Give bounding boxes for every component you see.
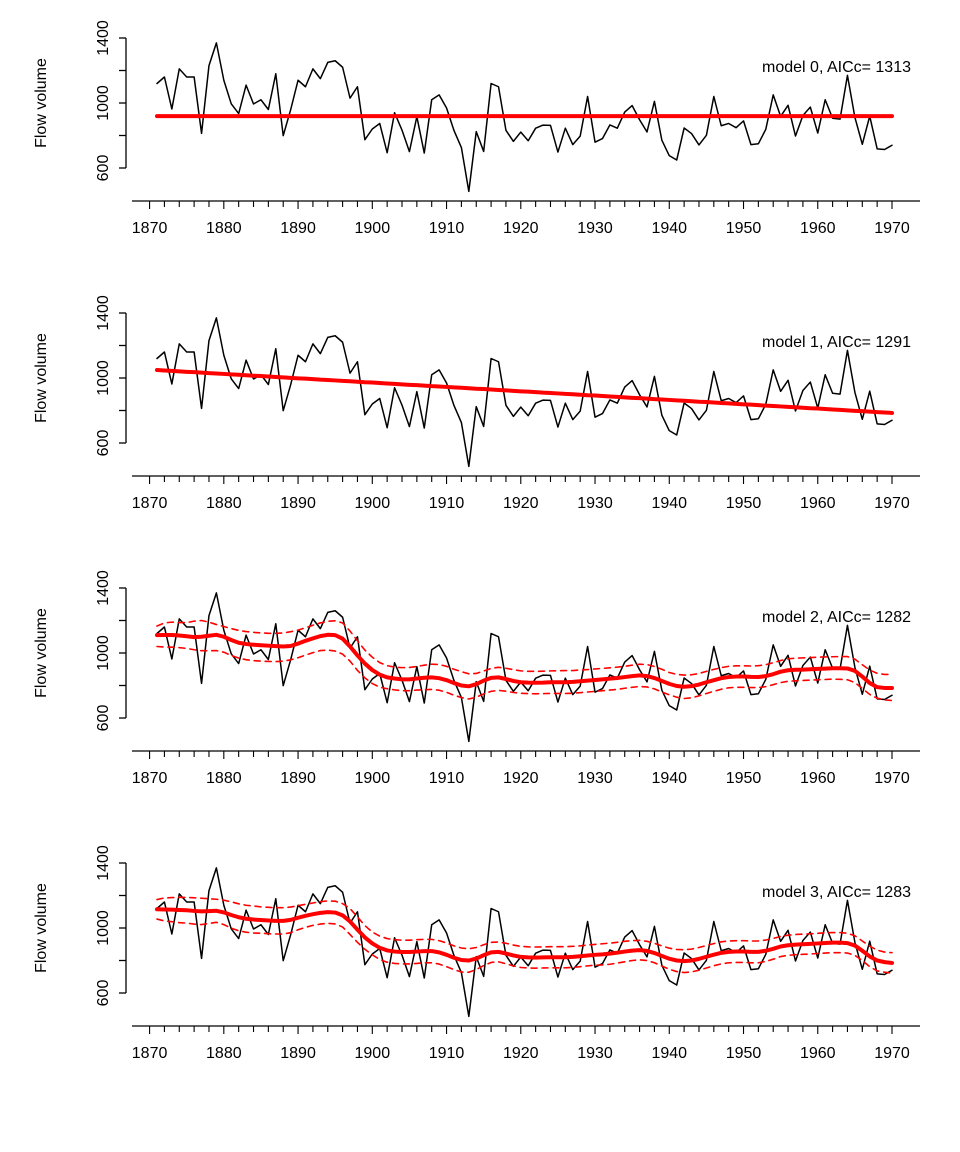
x-tick-label: 1950 xyxy=(726,770,762,787)
y-tick-label: 1000 xyxy=(95,360,112,396)
y-tick-label: 1000 xyxy=(95,910,112,946)
upper-bound-line xyxy=(156,619,893,676)
y-tick-label: 1400 xyxy=(95,845,112,881)
y-tick-label: 1400 xyxy=(95,295,112,331)
x-tick-label: 1880 xyxy=(206,1045,242,1062)
y-tick-label: 1400 xyxy=(95,570,112,606)
x-tick-label: 1900 xyxy=(355,220,391,237)
x-tick-label: 1920 xyxy=(503,495,539,512)
x-tick-label: 1970 xyxy=(874,1045,910,1062)
x-tick-label: 1900 xyxy=(355,770,391,787)
observed-line xyxy=(156,592,893,743)
y-axis-label: Flow volume xyxy=(33,608,50,698)
lower-bound-line xyxy=(156,918,893,974)
x-tick-label: 1940 xyxy=(651,220,687,237)
x-tick-label: 1950 xyxy=(726,220,762,237)
x-tick-label: 1930 xyxy=(577,220,613,237)
x-tick-label: 1950 xyxy=(726,495,762,512)
y-tick-label: 1000 xyxy=(95,635,112,671)
x-tick-label: 1870 xyxy=(132,495,168,512)
observed-line xyxy=(156,42,893,193)
x-tick-label: 1960 xyxy=(800,1045,836,1062)
y-tick-label: 600 xyxy=(95,980,112,1007)
observed-line xyxy=(156,317,893,468)
x-tick-label: 1930 xyxy=(577,1045,613,1062)
x-tick-label: 1890 xyxy=(280,770,316,787)
x-tick-label: 1960 xyxy=(800,220,836,237)
x-tick-label: 1870 xyxy=(132,220,168,237)
y-tick-label: 1400 xyxy=(95,20,112,56)
x-tick-label: 1920 xyxy=(503,1045,539,1062)
model-annotation: model 0, AICc= 1313 xyxy=(762,59,911,76)
x-tick-label: 1970 xyxy=(874,770,910,787)
y-tick-label: 600 xyxy=(95,430,112,457)
x-tick-label: 1930 xyxy=(577,495,613,512)
x-tick-label: 1890 xyxy=(280,220,316,237)
x-tick-label: 1880 xyxy=(206,495,242,512)
chart-panel-3: 600 1000 1400 Flow volume 1870 1880 1890 1900 19… xyxy=(33,845,920,1062)
x-tick-label: 1870 xyxy=(132,770,168,787)
y-tick-label: 600 xyxy=(95,155,112,182)
model-annotation: model 1, AICc= 1291 xyxy=(762,334,911,351)
y-tick-label: 600 xyxy=(95,705,112,732)
fitted-line xyxy=(155,368,894,415)
x-tick-label: 1880 xyxy=(206,770,242,787)
x-tick-label: 1870 xyxy=(132,1045,168,1062)
chart-panel-0: 600 1000 1400 Flow volume 1870 1880 1890 1900 19… xyxy=(33,20,920,237)
x-tick-label: 1920 xyxy=(503,770,539,787)
y-axis-label: Flow volume xyxy=(33,58,50,148)
x-tick-label: 1920 xyxy=(503,220,539,237)
x-tick-label: 1900 xyxy=(355,495,391,512)
y-axis-label: Flow volume xyxy=(33,333,50,423)
observed-line xyxy=(156,867,893,1018)
x-tick-label: 1890 xyxy=(280,495,316,512)
x-tick-label: 1910 xyxy=(429,770,465,787)
x-tick-label: 1930 xyxy=(577,770,613,787)
lower-bound-line xyxy=(156,645,893,702)
x-tick-label: 1940 xyxy=(651,770,687,787)
fitted-line xyxy=(155,632,894,690)
x-tick-label: 1940 xyxy=(651,495,687,512)
x-tick-label: 1890 xyxy=(280,1045,316,1062)
x-tick-label: 1950 xyxy=(726,1045,762,1062)
x-tick-label: 1910 xyxy=(429,1045,465,1062)
x-tick-label: 1970 xyxy=(874,220,910,237)
x-tick-label: 1900 xyxy=(355,1045,391,1062)
upper-bound-line xyxy=(156,896,893,954)
chart-panel-2: 600 1000 1400 Flow volume 1870 1880 1890 1900 19… xyxy=(33,570,920,787)
x-tick-label: 1960 xyxy=(800,495,836,512)
fitted-line xyxy=(155,907,894,965)
model-annotation: model 3, AICc= 1283 xyxy=(762,884,911,901)
y-axis-label: Flow volume xyxy=(33,883,50,973)
x-tick-label: 1960 xyxy=(800,770,836,787)
x-tick-label: 1910 xyxy=(429,495,465,512)
y-tick-label: 1000 xyxy=(95,85,112,121)
x-tick-label: 1880 xyxy=(206,220,242,237)
x-tick-label: 1910 xyxy=(429,220,465,237)
x-tick-label: 1970 xyxy=(874,495,910,512)
model-annotation: model 2, AICc= 1282 xyxy=(762,609,911,626)
x-tick-label: 1940 xyxy=(651,1045,687,1062)
chart-panel-1: 600 1000 1400 Flow volume 1870 1880 1890 1900 19… xyxy=(33,295,920,512)
